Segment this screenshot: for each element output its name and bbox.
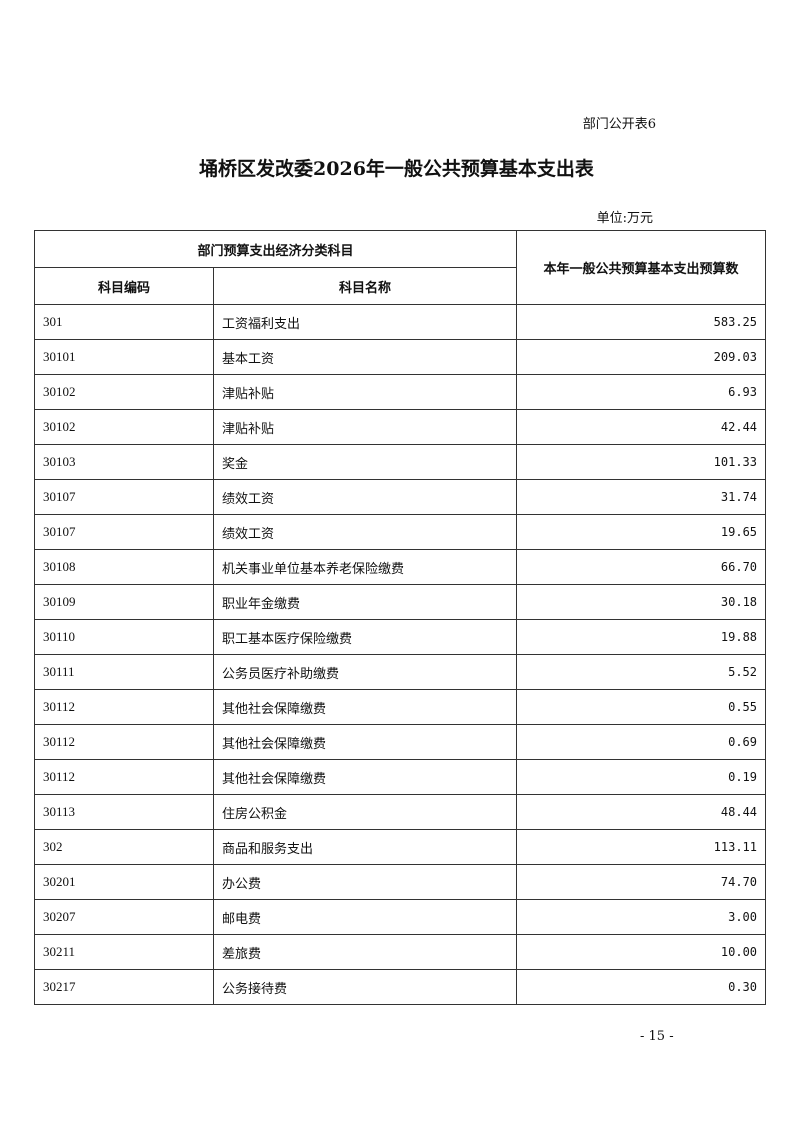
budget-table: 部门预算支出经济分类科目 本年一般公共预算基本支出预算数 科目编码 科目名称 3…	[33, 230, 767, 1005]
row-name: 商品和服务支出	[212, 829, 518, 865]
row-code: 302	[34, 829, 214, 865]
table-row: 30112 其他社会保障缴费 0.69	[34, 724, 767, 760]
table-row: 30102 津贴补贴 42.44	[34, 409, 767, 445]
table-row: 30113 住房公积金 48.44	[34, 794, 767, 830]
row-amount: 48.44	[516, 794, 767, 830]
table-row: 30112 其他社会保障缴费 0.55	[34, 689, 767, 725]
table-number: 部门公开表6	[582, 117, 656, 132]
row-amount: 3.00	[516, 899, 767, 935]
row-name: 绩效工资	[212, 479, 518, 515]
row-name: 奖金	[212, 444, 518, 480]
row-amount: 0.69	[516, 724, 767, 760]
row-code: 30112	[34, 689, 214, 725]
row-code: 30101	[34, 339, 214, 375]
row-amount: 42.44	[516, 409, 767, 445]
table-row: 30110 职工基本医疗保险缴费 19.88	[34, 619, 767, 655]
table-row: 30217 公务接待费 0.30	[34, 969, 767, 1005]
table-row: 30211 差旅费 10.00	[34, 934, 767, 970]
header-group: 部门预算支出经济分类科目	[33, 230, 518, 268]
row-name: 其他社会保障缴费	[212, 724, 518, 760]
row-amount: 74.70	[516, 864, 767, 900]
table-row: 30101 基本工资 209.03	[34, 339, 767, 375]
table-row: 302 商品和服务支出 113.11	[34, 829, 767, 865]
row-code: 30107	[34, 514, 214, 550]
row-code: 30207	[34, 899, 214, 935]
row-name: 公务员医疗补助缴费	[212, 654, 518, 690]
row-code: 30201	[34, 864, 214, 900]
table-row: 30107 绩效工资 31.74	[34, 479, 767, 515]
row-name: 住房公积金	[212, 794, 518, 830]
row-amount: 66.70	[516, 549, 767, 585]
row-amount: 30.18	[516, 584, 767, 620]
row-code: 30111	[34, 654, 214, 690]
row-amount: 5.52	[516, 654, 767, 690]
row-code: 30103	[34, 444, 214, 480]
row-code: 30109	[34, 584, 214, 620]
row-amount: 19.88	[516, 619, 767, 655]
row-amount: 31.74	[516, 479, 767, 515]
table-row: 30112 其他社会保障缴费 0.19	[34, 759, 767, 795]
table-row: 30207 邮电费 3.00	[34, 899, 767, 935]
table-row: 30108 机关事业单位基本养老保险缴费 66.70	[34, 549, 767, 585]
row-amount: 0.55	[516, 689, 767, 725]
table-row: 30103 奖金 101.33	[34, 444, 767, 480]
row-code: 30211	[34, 934, 214, 970]
row-amount: 209.03	[516, 339, 767, 375]
row-code: 30112	[34, 759, 214, 795]
row-code: 30107	[34, 479, 214, 515]
row-name: 邮电费	[212, 899, 518, 935]
row-amount: 19.65	[516, 514, 767, 550]
row-amount: 0.19	[516, 759, 767, 795]
row-name: 工资福利支出	[212, 304, 518, 340]
row-code: 30112	[34, 724, 214, 760]
row-name: 公务接待费	[212, 969, 518, 1005]
table-row: 30109 职业年金缴费 30.18	[34, 584, 767, 620]
row-name: 办公费	[212, 864, 518, 900]
row-name: 基本工资	[212, 339, 518, 375]
table-row: 301 工资福利支出 583.25	[34, 304, 767, 340]
row-name: 机关事业单位基本养老保险缴费	[212, 549, 518, 585]
row-name: 津贴补贴	[212, 374, 518, 410]
row-amount: 6.93	[516, 374, 767, 410]
row-amount: 101.33	[516, 444, 767, 480]
header-amount: 本年一般公共预算基本支出预算数	[516, 230, 767, 305]
page-number: - 15 -	[640, 1029, 674, 1044]
row-name: 职工基本医疗保险缴费	[212, 619, 518, 655]
row-amount: 10.00	[516, 934, 767, 970]
row-name: 其他社会保障缴费	[212, 759, 518, 795]
row-name: 津贴补贴	[212, 409, 518, 445]
row-amount: 0.30	[516, 969, 767, 1005]
row-code: 301	[34, 304, 214, 340]
row-code: 30110	[34, 619, 214, 655]
row-amount: 113.11	[516, 829, 767, 865]
row-code: 30217	[34, 969, 214, 1005]
row-code: 30108	[34, 549, 214, 585]
header-name: 科目名称	[212, 267, 518, 305]
table-row: 30107 绩效工资 19.65	[34, 514, 767, 550]
row-name: 绩效工资	[212, 514, 518, 550]
row-name: 其他社会保障缴费	[212, 689, 518, 725]
row-code: 30113	[34, 794, 214, 830]
unit-label: 单位:万元	[596, 211, 653, 226]
row-amount: 583.25	[516, 304, 767, 340]
table-row: 30111 公务员医疗补助缴费 5.52	[34, 654, 767, 690]
row-name: 职业年金缴费	[212, 584, 518, 620]
row-name: 差旅费	[212, 934, 518, 970]
header-code: 科目编码	[34, 267, 214, 305]
row-code: 30102	[34, 374, 214, 410]
row-code: 30102	[34, 409, 214, 445]
table-row: 30201 办公费 74.70	[34, 864, 767, 900]
table-row: 30102 津贴补贴 6.93	[34, 374, 767, 410]
page-title: 埇桥区发改委2026年一般公共预算基本支出表	[199, 158, 594, 180]
